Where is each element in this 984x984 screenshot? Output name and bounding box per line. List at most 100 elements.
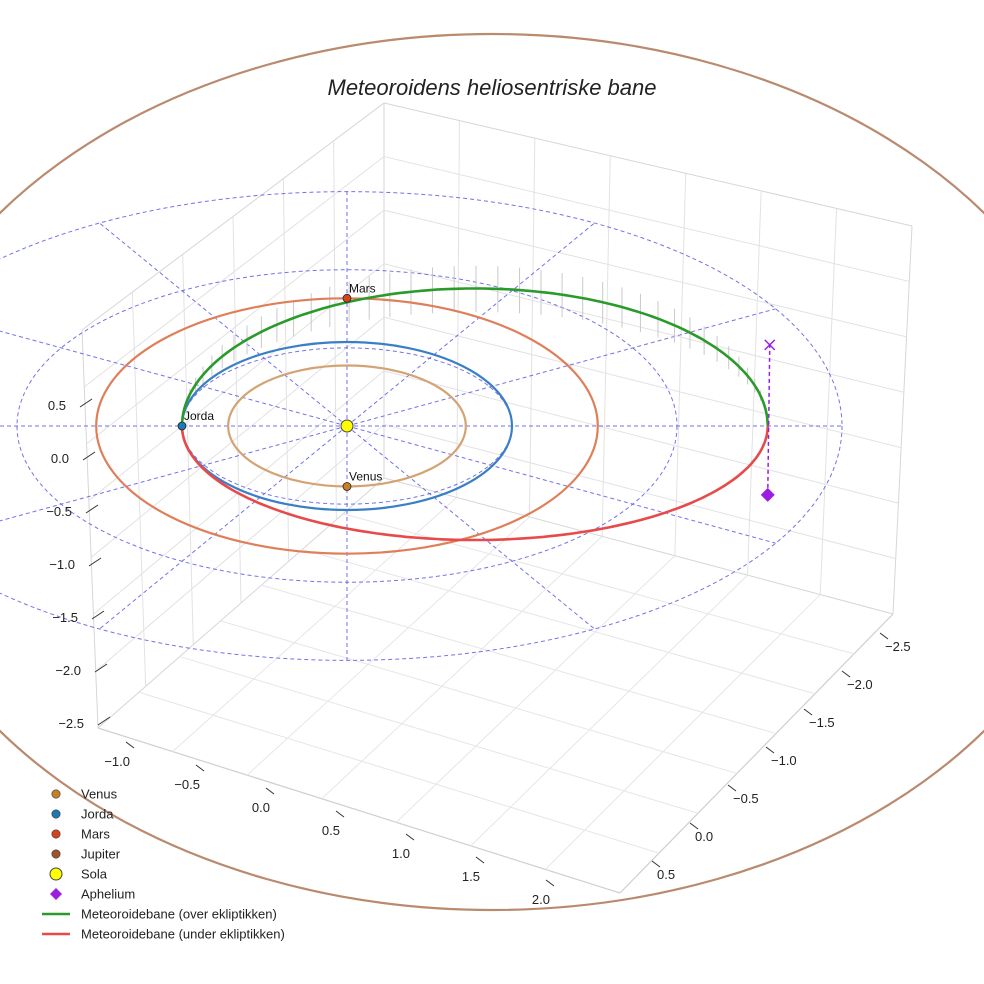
radial-line	[346, 222, 595, 427]
y-tick	[765, 746, 775, 754]
jorda-label: Jorda	[184, 409, 214, 423]
grid-line	[456, 120, 460, 498]
grid-line	[90, 316, 385, 558]
legend-label: Meteoroidebane (over ekliptikken)	[81, 907, 277, 922]
x-tick	[125, 741, 135, 749]
z-tick-label: −2.0	[55, 663, 81, 678]
grid-line	[95, 424, 385, 672]
grid-line	[383, 209, 907, 338]
mars-marker	[342, 293, 352, 303]
grid-line	[819, 208, 838, 595]
x-tick	[335, 810, 345, 818]
grid-line	[528, 138, 536, 517]
y-tick-label: −1.5	[809, 715, 835, 730]
y-tick	[689, 822, 699, 830]
y-tick	[803, 708, 813, 716]
meteoroid-orbit-above	[180, 287, 770, 427]
box-edge	[81, 329, 99, 729]
grid-line	[321, 535, 603, 800]
y-tick-label: −2.0	[847, 677, 873, 692]
radial-line	[0, 425, 348, 522]
grid-line	[395, 555, 676, 823]
z-tick	[88, 557, 102, 567]
aphelion-top-marker	[764, 339, 776, 351]
y-tick-label: 0.5	[657, 867, 675, 882]
grid-line	[383, 423, 896, 560]
box-edge	[383, 102, 913, 227]
legend-label: Jorda	[81, 807, 114, 822]
meteoroid-orbit-below	[180, 425, 770, 542]
x-tick-label: 1.0	[392, 846, 410, 861]
grid-line	[545, 594, 821, 870]
y-tick	[727, 784, 737, 792]
grid-line	[343, 513, 855, 655]
grid-line	[383, 156, 910, 282]
z-tick	[82, 451, 96, 461]
meteoroid-orbit	[180, 287, 770, 542]
x-tick	[195, 764, 205, 772]
reference-circles	[0, 191, 843, 661]
y-tick	[651, 860, 661, 868]
chart-title: Meteoroidens heliosentriske bane	[328, 75, 657, 100]
radial-line	[346, 308, 776, 427]
axes-box	[81, 102, 913, 894]
grid-line	[333, 140, 337, 520]
legend-label: Jupiter	[81, 847, 121, 862]
legend-marker	[51, 789, 61, 799]
x-tick-label: 0.5	[322, 823, 340, 838]
x-tick-label: 1.5	[462, 869, 480, 884]
grid-line	[674, 173, 687, 556]
grid-line	[83, 156, 385, 388]
grid-line	[232, 216, 242, 604]
legend-marker	[49, 867, 63, 881]
legend: Venus Jorda Mars Jupiter Sola Aphelium Meteoro…	[42, 787, 285, 942]
box-edge	[383, 477, 894, 615]
z-tick	[79, 398, 93, 408]
z-tick	[94, 663, 108, 673]
legend-marker	[50, 888, 62, 900]
y-tick-label: −2.5	[885, 639, 911, 654]
z-tick-label: −1.0	[49, 557, 75, 572]
jupiter-orbit-layer	[0, 33, 984, 911]
grid-line	[261, 584, 777, 735]
legend-marker	[51, 829, 61, 839]
grid-line	[86, 209, 385, 445]
grid-line	[383, 370, 899, 504]
grid-line	[383, 316, 902, 449]
z-tick	[97, 716, 111, 726]
legend-label: Mars	[81, 827, 110, 842]
z-tick-label: 0.0	[51, 451, 69, 466]
z-tick-label: 0.5	[48, 398, 66, 413]
mars-label: Mars	[349, 281, 376, 295]
y-tick-label: 0.0	[695, 829, 713, 844]
x-tick	[265, 787, 275, 795]
z-tick	[85, 504, 99, 514]
z-tick-label: −0.5	[46, 504, 72, 519]
x-tick-label: −1.0	[104, 754, 130, 769]
radial-line	[99, 425, 348, 630]
x-tick-label: 2.0	[532, 892, 550, 907]
grid-line	[246, 516, 530, 776]
jupiter-orbit	[0, 33, 984, 911]
box-edge	[619, 613, 894, 894]
legend-marker	[51, 849, 61, 859]
grid-line	[383, 263, 904, 393]
box-edge	[97, 727, 621, 894]
grid-line	[470, 574, 748, 847]
z-tick	[91, 610, 105, 620]
legend-label: Sola	[81, 867, 108, 882]
x-tick-label: −0.5	[174, 777, 200, 792]
x-tick-label: 0.0	[252, 800, 270, 815]
axis-ticks: 0.5 0.0 −0.5 −1.0 −1.5 −2.0 −2.5 −1.0 −0.5 0.0 0.5…	[46, 398, 910, 907]
legend-marker	[51, 809, 61, 819]
grid-line	[179, 656, 699, 814]
y-tick-label: −1.0	[771, 753, 797, 768]
grid-line	[282, 178, 290, 562]
sun-marker	[340, 419, 354, 433]
x-tick	[545, 879, 555, 887]
radial-line	[99, 222, 348, 427]
grid-line	[302, 548, 816, 695]
radial-line	[346, 425, 595, 630]
legend-label: Venus	[81, 787, 118, 802]
